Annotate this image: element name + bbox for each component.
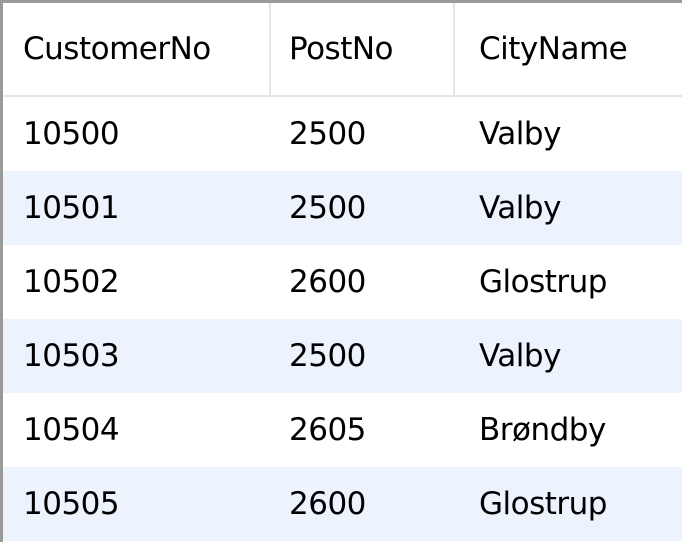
table-row[interactable]: 10502 2600 Glostrup [3, 245, 682, 319]
cell-cityname[interactable]: Valby [479, 116, 561, 152]
column-header-postno[interactable]: PostNo [271, 3, 455, 97]
cell-cityname[interactable]: Glostrup [479, 264, 607, 300]
cell-customerno[interactable]: 10500 [23, 116, 120, 152]
table-body: 10500 2500 Valby 10501 2500 Valby 10502 … [3, 97, 682, 541]
cell-customerno[interactable]: 10501 [23, 190, 120, 226]
table-row[interactable]: 10500 2500 Valby [3, 97, 682, 171]
column-header-customerno[interactable]: CustomerNo [3, 3, 271, 97]
cell-postno[interactable]: 2500 [289, 116, 366, 152]
column-header-cityname[interactable]: CityName [455, 3, 682, 97]
cell-cityname[interactable]: Valby [479, 190, 561, 226]
cell-customerno[interactable]: 10504 [23, 412, 120, 448]
table-row[interactable]: 10501 2500 Valby [3, 171, 682, 245]
cell-postno[interactable]: 2500 [289, 190, 366, 226]
cell-cityname[interactable]: Brøndby [479, 412, 606, 448]
table-row[interactable]: 10504 2605 Brøndby [3, 393, 682, 467]
cell-customerno[interactable]: 10505 [23, 486, 120, 522]
cell-postno[interactable]: 2500 [289, 338, 366, 374]
column-header-row: CustomerNo PostNo CityName [3, 3, 682, 97]
cell-cityname[interactable]: Glostrup [479, 486, 607, 522]
cell-customerno[interactable]: 10503 [23, 338, 120, 374]
cell-postno[interactable]: 2600 [289, 264, 366, 300]
cell-postno[interactable]: 2600 [289, 486, 366, 522]
table-row[interactable]: 10505 2600 Glostrup [3, 467, 682, 541]
cell-customerno[interactable]: 10502 [23, 264, 120, 300]
cell-cityname[interactable]: Valby [479, 338, 561, 374]
table-row[interactable]: 10503 2500 Valby [3, 319, 682, 393]
cell-postno[interactable]: 2605 [289, 412, 366, 448]
